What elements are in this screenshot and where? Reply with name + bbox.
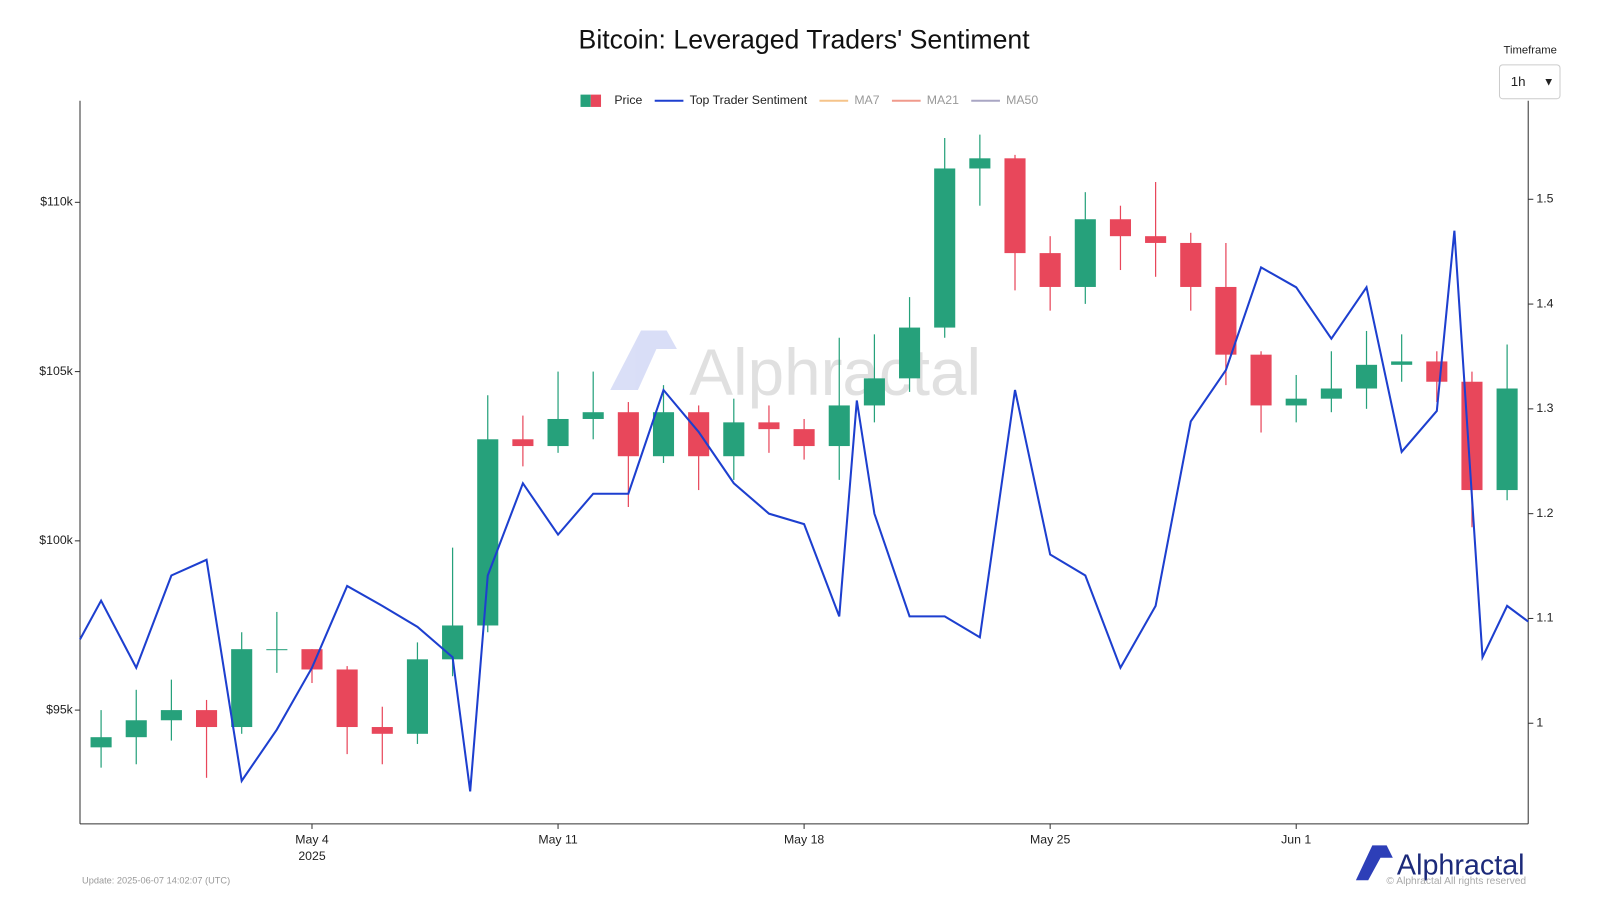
x-tick-label: Jun 1 (1281, 833, 1311, 847)
candle-body (512, 439, 534, 447)
candle-body (371, 727, 393, 734)
x-tick-label: May 11 (538, 833, 578, 847)
candle-body (1496, 388, 1518, 491)
candle-body (1355, 364, 1378, 389)
candle-body (125, 720, 147, 738)
x-tick-label: May 18 (784, 833, 824, 847)
y-tick-label: $100k (39, 533, 73, 547)
logo-icon (1355, 845, 1393, 881)
candle-body (1074, 219, 1096, 287)
candle-body (969, 158, 991, 169)
candle-body (688, 412, 710, 457)
candle-body (828, 405, 850, 447)
candle-body (1039, 253, 1061, 287)
candle-body (231, 649, 253, 728)
candle-body (723, 422, 745, 457)
candle-body (1004, 158, 1026, 254)
candle-body (617, 412, 639, 457)
watermark-text: Alphractal (689, 336, 981, 409)
candle-body (793, 429, 815, 447)
candle-body (1250, 354, 1272, 406)
watermark: Alphractal (610, 330, 981, 409)
candle-body (1320, 388, 1342, 399)
timeframe-value[interactable]: 1h (1511, 74, 1526, 89)
timeframe-label: Timeframe (1504, 44, 1557, 56)
candle-body (477, 439, 499, 626)
timeframe-select[interactable] (1498, 64, 1561, 100)
legend-item[interactable]: Top Trader Sentiment (654, 93, 808, 107)
candle-body (1215, 286, 1237, 355)
candle-body (652, 412, 675, 457)
candle-body (1285, 398, 1307, 406)
legend-label: Top Trader Sentiment (690, 93, 808, 107)
legend-item[interactable]: MA21 (891, 93, 959, 107)
x-tick-label: May 4 (295, 833, 329, 847)
legend-label: MA21 (927, 93, 959, 107)
y2-tick-label: 1 (1536, 715, 1543, 729)
copyright: © Alphractal All rights reserved (1386, 876, 1526, 887)
candle-body (1180, 242, 1202, 287)
candle-body (1391, 361, 1413, 365)
candle-body (1145, 236, 1167, 243)
y-tick-label: $95k (46, 702, 74, 716)
y2-tick-label: 1.4 (1536, 296, 1553, 310)
candle-body (1426, 361, 1448, 382)
sentiment-line (79, 230, 1529, 792)
update-text: Update: 2025-06-07 14:02:07 (UTC) (82, 876, 230, 886)
y-tick-label: $110k (40, 195, 73, 209)
legend-label: Price (614, 93, 642, 107)
y2-tick-label: 1.2 (1536, 506, 1553, 520)
candle-body (863, 378, 885, 406)
legend-label: MA50 (1006, 93, 1038, 107)
y-tick-label: $105k (39, 364, 73, 378)
year-label: 2025 (298, 849, 326, 863)
legend-swatch (580, 94, 591, 107)
candle-body (582, 412, 604, 419)
candle-body (547, 418, 569, 447)
y2-tick-label: 1.1 (1536, 611, 1553, 625)
legend-item[interactable]: MA50 (971, 93, 1038, 107)
candle-body (899, 327, 921, 379)
chart-title: Bitcoin: Leveraged Traders' Sentiment (579, 24, 1031, 54)
legend-item[interactable]: MA7 (819, 93, 880, 107)
candle-body (406, 659, 428, 734)
candle-body (336, 669, 358, 728)
y2-tick-label: 1.5 (1536, 192, 1553, 206)
candle-body (160, 710, 182, 721)
x-tick-label: May 25 (1030, 833, 1070, 847)
logo-text: Alphractal (1397, 850, 1525, 882)
dropdown-arrow[interactable]: ▼ (1543, 76, 1554, 88)
legend-swatch (590, 94, 602, 107)
candle-body (934, 168, 956, 328)
legend-label: MA7 (854, 93, 879, 107)
candle-body (442, 625, 464, 660)
y2-tick-label: 1.3 (1536, 401, 1553, 415)
candle-body (1109, 219, 1132, 237)
candle-body (758, 422, 780, 430)
candle-body (266, 649, 288, 651)
candle-body (195, 710, 218, 728)
candle-body (90, 737, 112, 748)
legend-item[interactable]: Price (580, 93, 643, 107)
